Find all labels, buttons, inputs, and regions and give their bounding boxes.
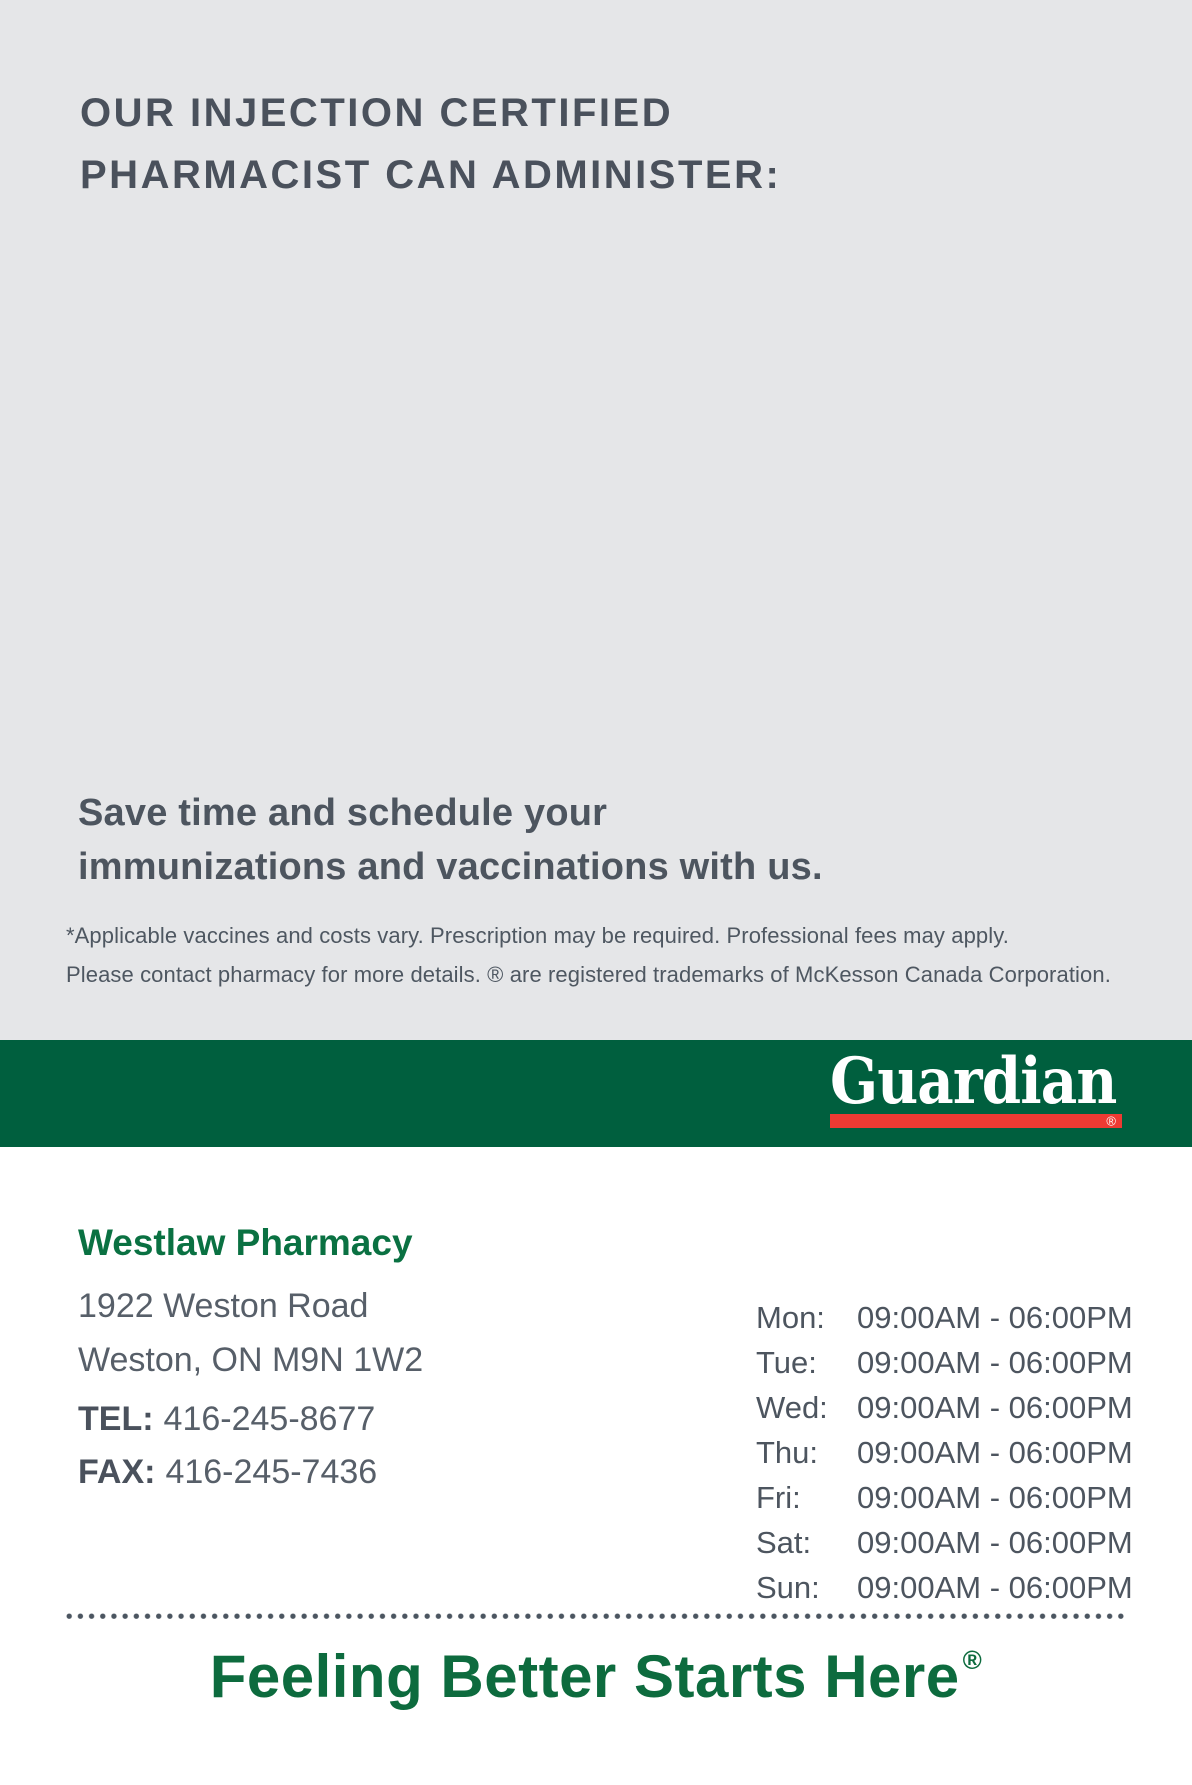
fax-number: 416-245-7436 xyxy=(165,1453,378,1491)
tagline-text: Feeling Better Starts Here xyxy=(209,1643,960,1710)
hours-list: Mon: 09:00AM - 06:00PM Tue: 09:00AM - 06… xyxy=(756,1295,1133,1610)
hours-row: Sat: 09:00AM - 06:00PM xyxy=(756,1520,1133,1565)
hours-row: Wed: 09:00AM - 06:00PM xyxy=(756,1385,1133,1430)
tel-line: TEL: 416-245-8677 xyxy=(78,1393,377,1446)
dotted-divider xyxy=(66,1613,1126,1620)
guardian-logo: Guardian ® xyxy=(830,1050,1122,1128)
fax-label: FAX: xyxy=(78,1453,156,1491)
hours-day: Mon: xyxy=(756,1300,825,1335)
disclaimer-line1: *Applicable vaccines and costs vary. Pre… xyxy=(66,923,1009,948)
phone-block: TEL: 416-245-8677 FAX: 416-245-7436 xyxy=(78,1393,377,1499)
hours-time: 09:00AM - 06:00PM xyxy=(857,1435,1133,1470)
top-gray-section: OUR INJECTION CERTIFIED PHARMACIST CAN A… xyxy=(0,0,1192,1040)
hours-day: Fri: xyxy=(756,1480,801,1515)
registered-trademark-icon: ® xyxy=(1106,1113,1116,1129)
hours-time: 09:00AM - 06:00PM xyxy=(857,1345,1133,1380)
main-heading-line1: OUR INJECTION CERTIFIED xyxy=(80,91,674,135)
brand-band: Guardian ® xyxy=(0,1040,1192,1147)
hours-row: Sun: 09:00AM - 06:00PM xyxy=(756,1565,1133,1610)
hours-time: 09:00AM - 06:00PM xyxy=(857,1390,1133,1425)
sub-heading-line2: immunizations and vaccinations with us. xyxy=(78,846,823,888)
hours-day: Sun: xyxy=(756,1570,820,1605)
tel-label: TEL: xyxy=(78,1400,154,1438)
tagline-registered-icon: ® xyxy=(962,1645,983,1675)
hours-day: Tue: xyxy=(756,1345,817,1380)
hours-time: 09:00AM - 06:00PM xyxy=(857,1570,1133,1605)
address-line1: 1922 Weston Road xyxy=(78,1287,369,1325)
fax-line: FAX: 416-245-7436 xyxy=(78,1446,377,1499)
hours-row: Mon: 09:00AM - 06:00PM xyxy=(756,1295,1133,1340)
main-heading: OUR INJECTION CERTIFIED PHARMACIST CAN A… xyxy=(80,82,781,206)
main-heading-line2: PHARMACIST CAN ADMINISTER: xyxy=(80,153,782,197)
address-line2: Weston, ON M9N 1W2 xyxy=(78,1341,424,1379)
disclaimer-line2: Please contact pharmacy for more details… xyxy=(66,962,1111,987)
hours-row: Tue: 09:00AM - 06:00PM xyxy=(756,1340,1133,1385)
hours-day: Thu: xyxy=(756,1435,819,1470)
hours-time: 09:00AM - 06:00PM xyxy=(857,1525,1133,1560)
guardian-underline-bar: ® xyxy=(830,1114,1122,1128)
tagline: Feeling Better Starts Here ® xyxy=(0,1642,1192,1711)
pharmacy-info-section: Westlaw Pharmacy 1922 Weston Road Weston… xyxy=(0,1147,1192,1785)
hours-time: 09:00AM - 06:00PM xyxy=(857,1480,1133,1515)
hours-row: Thu: 09:00AM - 06:00PM xyxy=(756,1430,1133,1475)
hours-day: Sat: xyxy=(756,1525,812,1560)
sub-heading-line1: Save time and schedule your xyxy=(78,792,608,834)
guardian-wordmark: Guardian xyxy=(830,1044,1117,1119)
pharmacy-name: Westlaw Pharmacy xyxy=(78,1222,413,1263)
sub-heading: Save time and schedule your immunization… xyxy=(78,786,823,894)
pharmacy-address: 1922 Weston Road Weston, ON M9N 1W2 xyxy=(78,1279,423,1387)
hours-row: Fri: 09:00AM - 06:00PM xyxy=(756,1475,1133,1520)
hours-time: 09:00AM - 06:00PM xyxy=(857,1300,1133,1335)
disclaimer-text: *Applicable vaccines and costs vary. Pre… xyxy=(66,916,1111,994)
tel-number: 416-245-8677 xyxy=(163,1400,376,1438)
hours-day: Wed: xyxy=(756,1390,828,1425)
